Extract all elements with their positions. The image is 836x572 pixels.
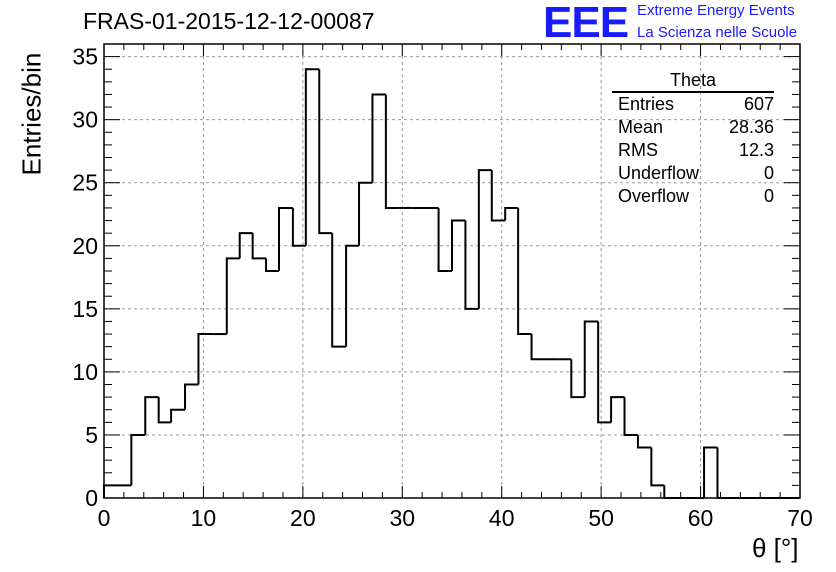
- stats-row-underflow: Underflow 0: [610, 162, 774, 185]
- y-tick-label: 0: [85, 485, 98, 511]
- y-axis-label: Entries/bin: [16, 52, 47, 176]
- histogram-bin: [371, 93, 386, 183]
- stats-row-rms: RMS 12.3: [610, 139, 774, 162]
- histogram-bin: [583, 320, 599, 398]
- histogram-bin: [197, 333, 214, 385]
- y-tick-label: 10: [72, 359, 98, 385]
- stats-row-overflow: Overflow 0: [610, 185, 774, 208]
- stats-label: Mean: [618, 117, 664, 137]
- histogram-bin: [170, 408, 186, 423]
- x-tick-label: 70: [787, 505, 813, 531]
- histogram-bin: [703, 446, 718, 498]
- x-tick-label: 10: [191, 505, 217, 531]
- histogram-bin: [277, 206, 293, 271]
- stats-value: 607: [743, 94, 774, 114]
- stats-value: 0: [763, 186, 774, 206]
- stats-label: Entries: [618, 94, 675, 114]
- histogram-bin: [225, 257, 240, 335]
- y-tick-label: 35: [72, 44, 98, 70]
- histogram-bin: [238, 232, 253, 259]
- histogram-bin: [437, 207, 452, 272]
- y-tick-label: 30: [72, 107, 98, 133]
- histogram-bin: [291, 207, 306, 247]
- histogram-bin: [103, 484, 119, 498]
- histogram-bin: [451, 219, 466, 271]
- y-tick-label: 5: [85, 422, 98, 448]
- stats-label: Underflow: [618, 163, 700, 183]
- histogram-bin: [331, 233, 347, 348]
- axis-ticks: [103, 43, 801, 499]
- x-tick-label: 50: [588, 505, 614, 531]
- y-tick-label: 25: [72, 170, 98, 196]
- stats-value: 12.3: [738, 140, 774, 160]
- histogram-bin: [530, 334, 558, 361]
- histogram-bin: [265, 258, 279, 272]
- y-tick-label: 20: [72, 233, 98, 259]
- histogram-bin: [251, 233, 267, 260]
- logo-line-2: La Scienza nelle Scuole: [637, 24, 798, 41]
- histogram-bin: [345, 244, 360, 347]
- histogram-bin: [144, 396, 159, 435]
- y-tick-label: 15: [72, 296, 98, 322]
- histogram-bars: [103, 68, 800, 499]
- x-tick-label: 20: [290, 505, 316, 531]
- stats-row-mean: Mean 28.36: [610, 116, 774, 139]
- stats-label: RMS: [618, 140, 658, 160]
- histogram-bin: [716, 447, 731, 499]
- histogram-bin: [517, 207, 532, 336]
- x-tick-label: 0: [98, 505, 111, 531]
- stats-box: Theta Entries 607 Mean 28.36 RMS 12.3 Un…: [610, 70, 774, 208]
- histogram-bin: [184, 383, 199, 410]
- x-tick-label: 60: [688, 505, 714, 531]
- histogram-bin: [504, 206, 519, 221]
- chart-title: FRAS-01-2015-12-12-00087: [83, 8, 375, 34]
- histogram-bin: [358, 181, 373, 246]
- histogram-bin: [650, 447, 665, 487]
- histogram-bin: [130, 433, 146, 486]
- histogram-bin: [384, 94, 399, 209]
- histogram-bin: [570, 359, 585, 399]
- histogram-bin: [464, 220, 479, 310]
- x-tick-label: 30: [389, 505, 415, 531]
- stats-title: Theta: [612, 70, 774, 93]
- histogram-bin: [477, 169, 492, 309]
- stats-row-entries: Entries 607: [610, 93, 774, 116]
- histogram-bin: [663, 485, 678, 499]
- logo-line-1: Extreme Energy Events: [637, 2, 795, 19]
- x-tick-label: 40: [489, 505, 515, 531]
- stats-label: Overflow: [618, 186, 690, 206]
- histogram-bin: [597, 321, 612, 424]
- stats-value: 28.36: [728, 117, 774, 137]
- histogram-bin: [157, 397, 172, 424]
- histogram-bin: [318, 69, 333, 235]
- histogram-bin: [304, 68, 320, 246]
- x-axis-label: θ [°]: [752, 533, 799, 563]
- histogram-bin: [623, 397, 638, 436]
- histogram-bin: [490, 170, 506, 222]
- histogram-bin: [610, 396, 625, 423]
- stats-value: 0: [763, 163, 774, 183]
- histogram-bin: [636, 434, 652, 449]
- eee-logo: EEE: [543, 0, 629, 47]
